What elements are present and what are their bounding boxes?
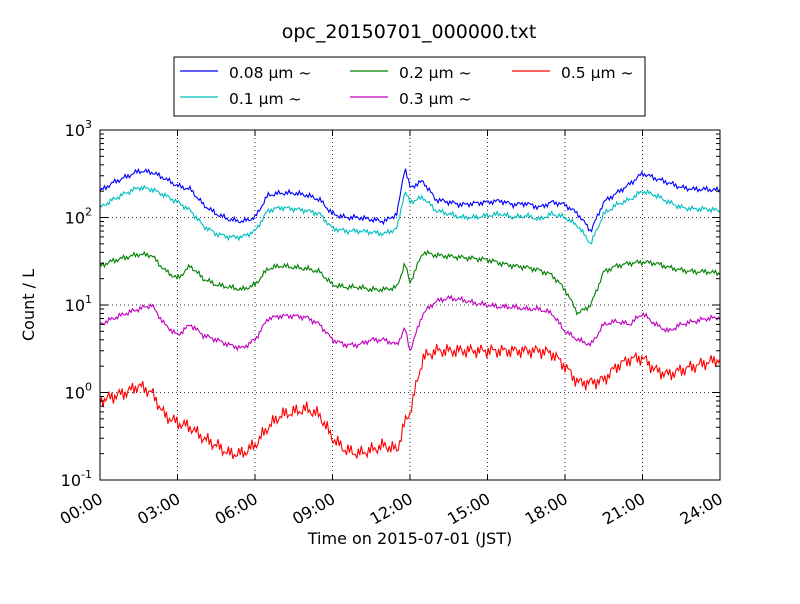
series-line <box>99 343 721 459</box>
legend-entry: 0.5 μm ~ <box>561 64 633 82</box>
legend: 0.08 μm ~ 0.1 μm ~ 0.2 μm ~ 0.3 μm ~ 0.5 μm … <box>173 56 646 117</box>
x-tick-label: 21:00 <box>599 489 648 529</box>
grid <box>100 130 720 480</box>
y-tick-label: 10-1 <box>61 468 92 490</box>
chart-title: opc_20150701_000000.txt <box>282 21 537 43</box>
y-tick-label: 100 <box>65 381 92 403</box>
legend-entry: 0.08 μm ~ <box>229 64 311 82</box>
x-axis-label: Time on 2015-07-01 (JST) <box>307 529 512 548</box>
x-tick-label: 18:00 <box>522 489 571 529</box>
series-line <box>99 294 721 352</box>
x-tick-label: 09:00 <box>289 489 338 529</box>
x-tick-label: 24:00 <box>677 489 726 529</box>
legend-entry: 0.3 μm ~ <box>399 90 471 108</box>
x-tick-label: 15:00 <box>444 489 493 529</box>
x-tick-label: 06:00 <box>212 489 261 529</box>
series-line <box>99 167 721 233</box>
legend-entry: 0.1 μm ~ <box>229 90 301 108</box>
y-tick-label: 101 <box>65 293 92 315</box>
x-tick-label: 03:00 <box>134 489 183 529</box>
series-layer <box>99 167 721 459</box>
legend-entry: 0.2 μm ~ <box>399 64 471 82</box>
legend-frame <box>173 56 646 117</box>
x-tick-label: 00:00 <box>57 489 106 529</box>
y-tick-label: 103 <box>65 118 92 140</box>
x-tick-label: 12:00 <box>367 489 416 529</box>
y-tick-label: 102 <box>65 206 92 228</box>
tick-layer: 00:00 03:00 06:00 09:00 12:00 15:00 18:00 21:00… <box>57 118 726 529</box>
series-line <box>99 249 721 316</box>
series-line <box>99 184 721 245</box>
y-axis-label: Count / L <box>19 269 38 341</box>
